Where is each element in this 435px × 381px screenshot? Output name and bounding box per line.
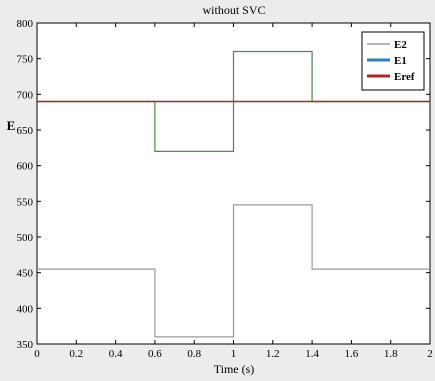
series-layer (37, 50, 430, 338)
x-tick-label: 0.6 (148, 348, 162, 360)
y-tick-label: 700 (17, 89, 34, 101)
x-tick-label: 1.2 (266, 348, 280, 360)
y-tick-label: 500 (17, 232, 34, 244)
x-axis-label: Time (s) (214, 362, 255, 376)
x-tick-label: 0.4 (109, 348, 123, 360)
legend-label-e2: E2 (394, 39, 407, 51)
x-tick-label: 2 (427, 348, 433, 360)
y-axis-ticks: 350 400 450 500 550 600 650 700 750 800 (17, 18, 430, 351)
y-tick-label: 750 (17, 54, 34, 66)
x-tick-label: 0.2 (69, 348, 83, 360)
x-tick-label: 1 (231, 348, 237, 360)
y-tick-label: 550 (17, 196, 34, 208)
legend-label-eref: Eref (394, 71, 415, 83)
x-tick-label: 0.8 (187, 348, 201, 360)
x-tick-label: 1.8 (384, 348, 398, 360)
y-tick-label: 650 (17, 125, 34, 137)
y-axis-label: E (7, 118, 16, 133)
chart-title: without SVC (202, 3, 265, 17)
y-tick-label: 450 (17, 268, 34, 280)
x-tick-label: 0 (34, 348, 40, 360)
series-line-e2 (37, 204, 430, 338)
x-tick-label: 1.6 (345, 348, 359, 360)
y-tick-label: 400 (17, 303, 34, 315)
legend: E2 E1 Eref (361, 31, 425, 91)
x-axis-ticks: 0 0.2 0.4 0.6 0.8 1 1.2 1.4 1.6 1.8 2 (34, 23, 433, 360)
legend-label-e1: E1 (394, 55, 407, 67)
x-tick-label: 1.4 (305, 348, 319, 360)
y-tick-label: 600 (17, 161, 34, 173)
y-tick-label: 350 (17, 339, 34, 351)
y-tick-label: 800 (17, 18, 34, 30)
